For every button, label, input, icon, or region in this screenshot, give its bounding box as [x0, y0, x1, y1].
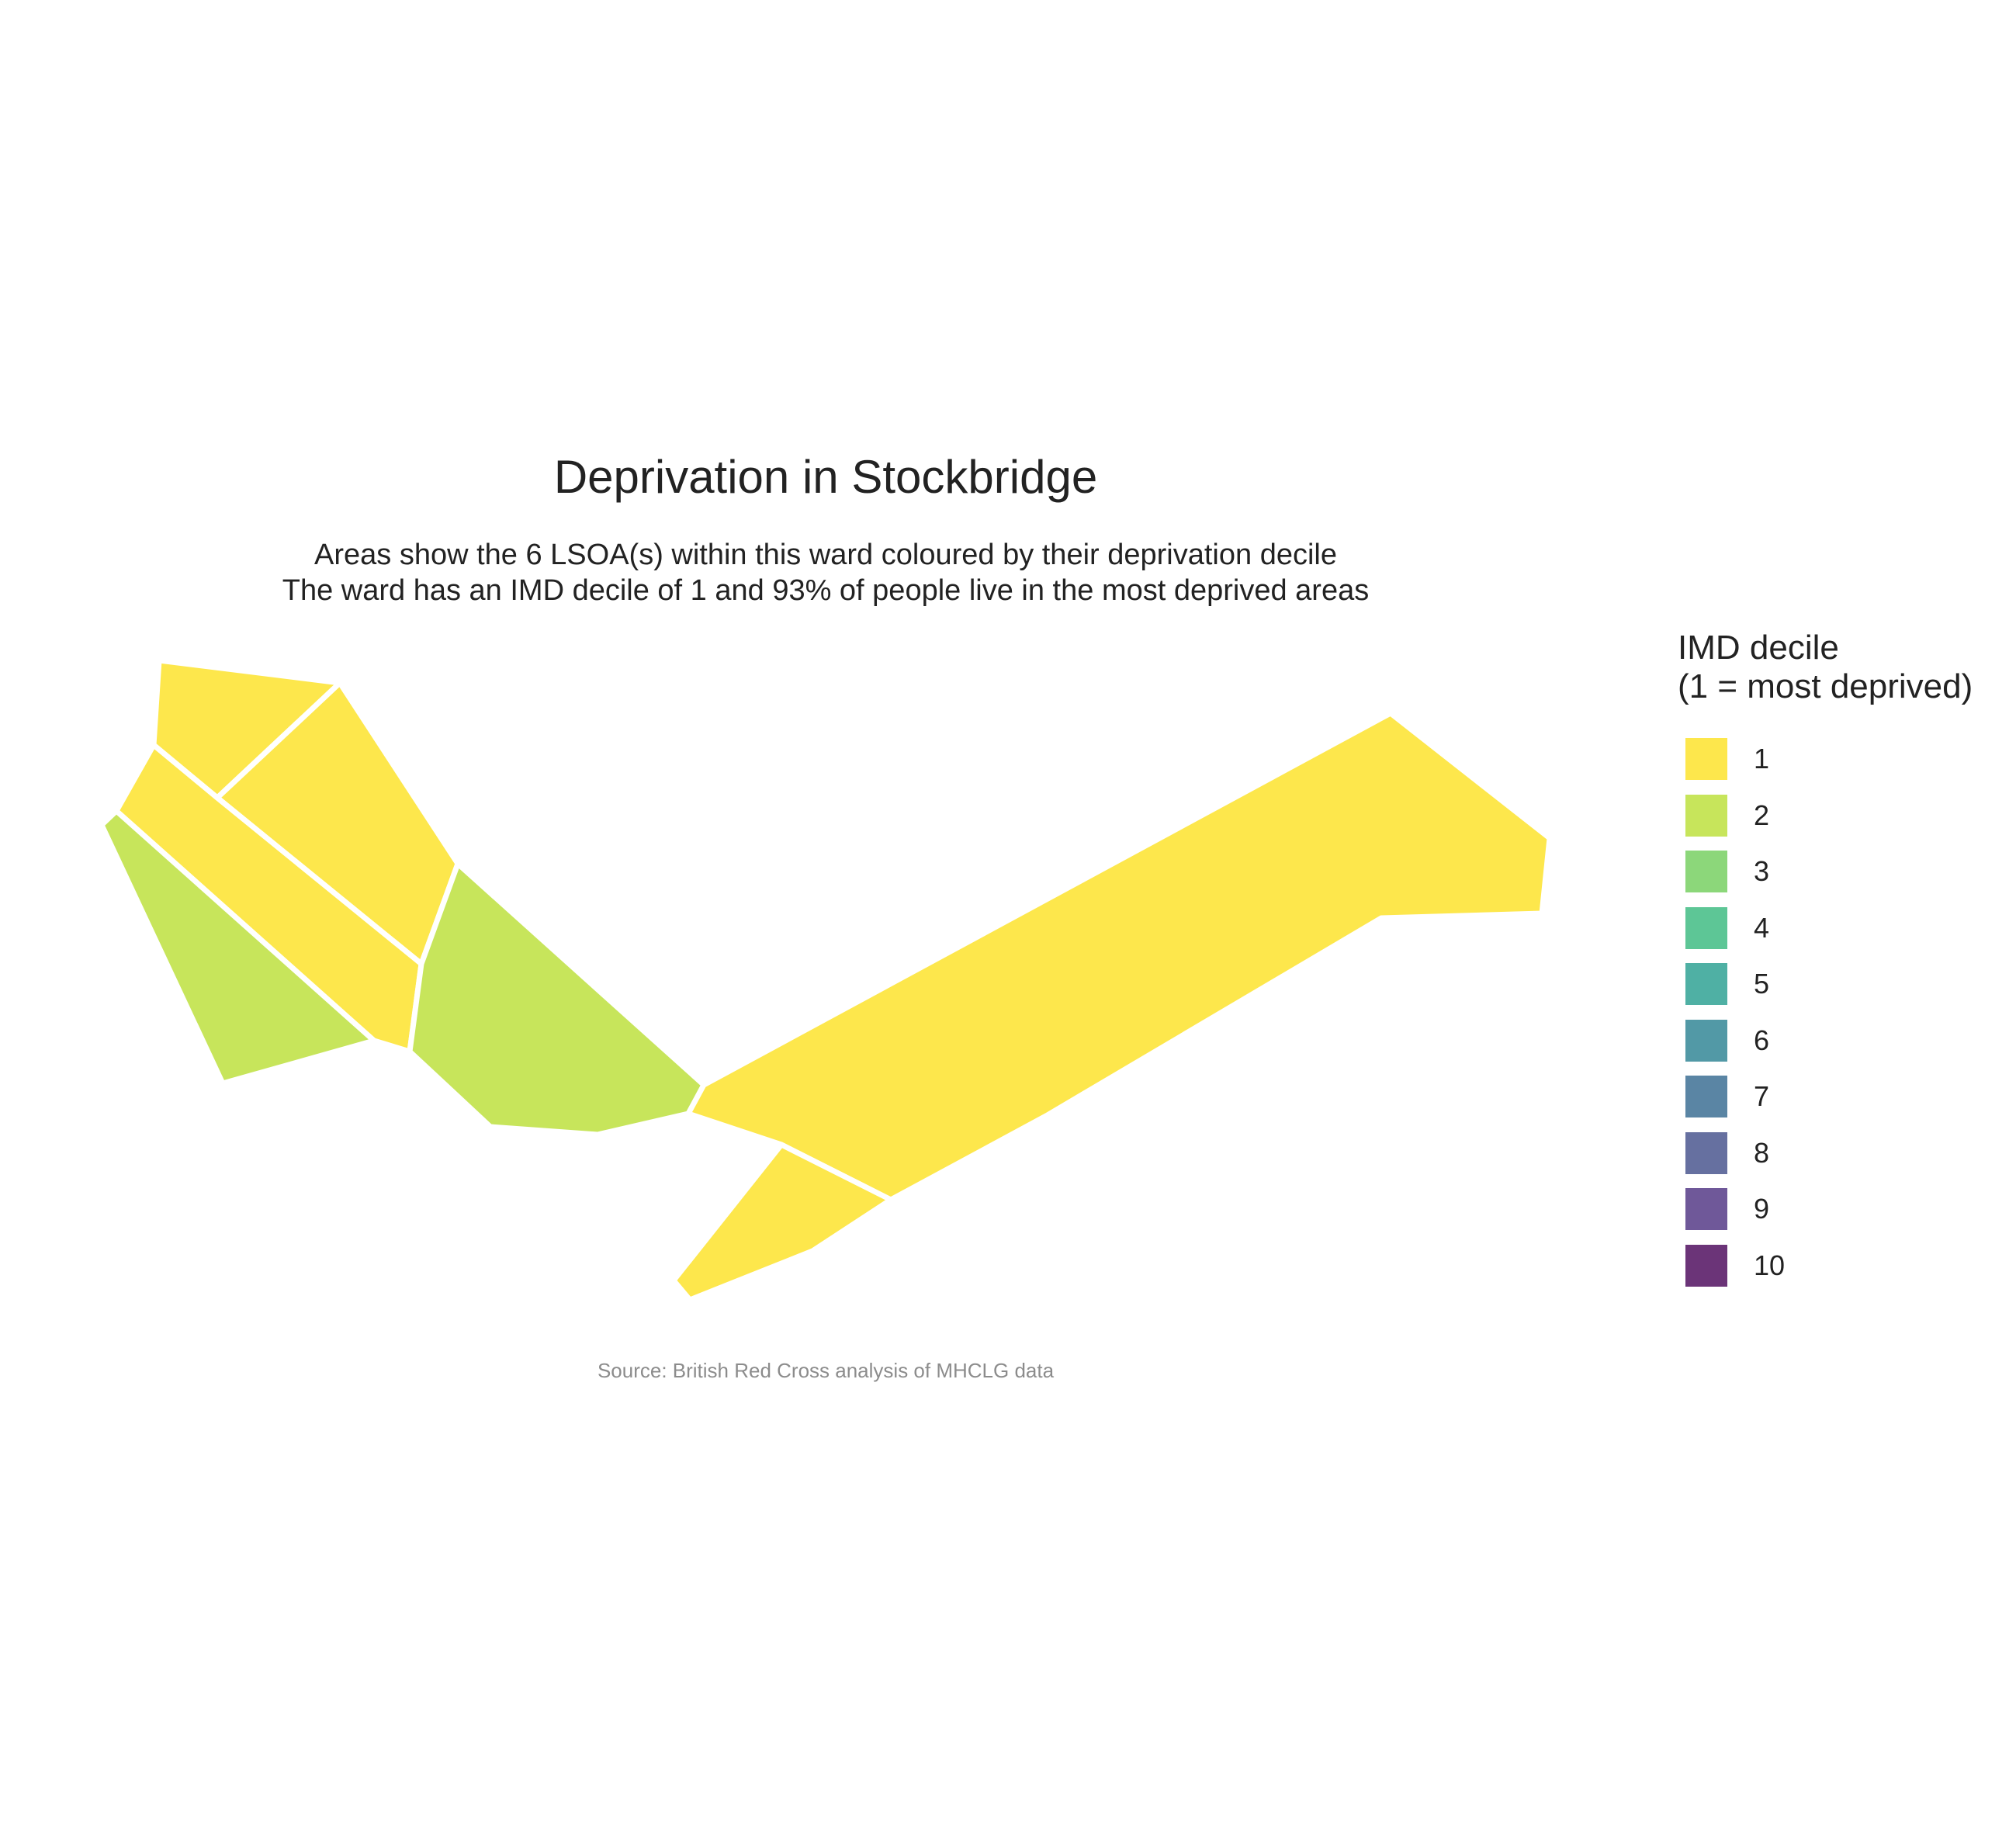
- legend-item: 1: [1678, 731, 2004, 788]
- legend-item: 2: [1678, 788, 2004, 844]
- map-title: Deprivation in Stockbridge: [553, 451, 1098, 503]
- legend-label: 9: [1754, 1193, 1770, 1225]
- legend-items: 1 2 3 4 5 6 7 8: [1678, 731, 2004, 1294]
- map-subtitle-line-2: The ward has an IMD decile of 1 and 93% …: [282, 574, 1370, 607]
- legend-label: 1: [1754, 743, 1770, 775]
- legend-swatch: [1685, 1131, 1727, 1174]
- legend-label: 3: [1754, 855, 1770, 888]
- legend-label: 7: [1754, 1080, 1770, 1113]
- legend-title: IMD decile (1 = most deprived): [1678, 629, 2004, 706]
- map-subtitle-line-1: Areas show the 6 LSOA(s) within this war…: [314, 539, 1337, 571]
- legend-swatch: [1685, 906, 1727, 949]
- lsoa-south-tail: [670, 1142, 894, 1303]
- legend-swatch: [1685, 1244, 1727, 1287]
- legend: IMD decile (1 = most deprived) 1 2 3 4 5…: [1678, 629, 2004, 1294]
- legend-label: 4: [1754, 911, 1770, 944]
- legend-label: 2: [1754, 799, 1770, 831]
- legend-title-line-2: (1 = most deprived): [1678, 667, 1973, 705]
- legend-swatch: [1685, 963, 1727, 1006]
- legend-swatch: [1685, 738, 1727, 781]
- legend-title-line-1: IMD decile: [1678, 629, 1839, 667]
- source-caption: Source: British Red Cross analysis of MH…: [597, 1359, 1055, 1382]
- legend-item: 4: [1678, 900, 2004, 957]
- legend-item: 10: [1678, 1238, 2004, 1294]
- lsoa-east-long: [685, 710, 1553, 1203]
- legend-item: 9: [1678, 1181, 2004, 1238]
- legend-label: 6: [1754, 1024, 1770, 1056]
- lsoa-south-central: [407, 861, 707, 1138]
- legend-label: 8: [1754, 1136, 1770, 1169]
- legend-item: 5: [1678, 956, 2004, 1013]
- legend-item: 8: [1678, 1125, 2004, 1182]
- legend-swatch: [1685, 1019, 1727, 1062]
- legend-item: 6: [1678, 1013, 2004, 1069]
- legend-swatch: [1685, 1188, 1727, 1231]
- lsoa-south-west: [99, 808, 377, 1086]
- legend-swatch: [1685, 851, 1727, 893]
- legend-swatch: [1685, 794, 1727, 837]
- legend-swatch: [1685, 1076, 1727, 1118]
- legend-item: 7: [1678, 1069, 2004, 1125]
- legend-label: 5: [1754, 968, 1770, 1000]
- legend-item: 3: [1678, 844, 2004, 900]
- legend-label: 10: [1754, 1249, 1786, 1281]
